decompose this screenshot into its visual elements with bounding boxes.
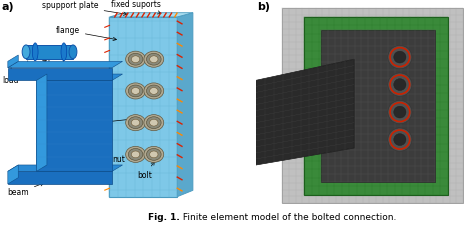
Circle shape <box>144 51 164 67</box>
Circle shape <box>394 106 406 118</box>
Circle shape <box>394 51 406 63</box>
Polygon shape <box>177 13 193 197</box>
Polygon shape <box>8 55 18 68</box>
Polygon shape <box>36 74 47 171</box>
Circle shape <box>128 117 143 129</box>
Text: prestress load: prestress load <box>10 60 65 69</box>
Circle shape <box>388 101 412 124</box>
Circle shape <box>131 56 140 63</box>
Polygon shape <box>8 165 122 171</box>
Circle shape <box>126 83 146 99</box>
Text: load: load <box>3 76 19 85</box>
Circle shape <box>150 151 158 158</box>
Polygon shape <box>109 17 177 197</box>
Text: a): a) <box>1 2 14 12</box>
Circle shape <box>394 79 406 90</box>
Text: Fig. 1.: Fig. 1. <box>148 213 180 222</box>
Ellipse shape <box>32 43 38 61</box>
Circle shape <box>126 51 146 67</box>
Text: b): b) <box>257 2 270 12</box>
Text: beam: beam <box>8 183 44 197</box>
Bar <box>26 45 73 59</box>
Circle shape <box>128 53 143 65</box>
Bar <box>304 17 448 195</box>
Text: nut: nut <box>112 151 141 164</box>
Circle shape <box>131 119 140 126</box>
Circle shape <box>146 149 161 160</box>
Polygon shape <box>8 171 112 184</box>
Circle shape <box>144 146 164 162</box>
Text: bolt: bolt <box>137 161 155 180</box>
Circle shape <box>144 115 164 131</box>
Circle shape <box>131 88 140 94</box>
Circle shape <box>131 151 140 158</box>
Polygon shape <box>8 68 112 80</box>
Polygon shape <box>256 59 354 165</box>
Circle shape <box>146 85 161 97</box>
Circle shape <box>126 115 146 131</box>
Text: spupport plate: spupport plate <box>42 1 127 15</box>
Circle shape <box>150 119 158 126</box>
Polygon shape <box>8 165 18 184</box>
Ellipse shape <box>22 45 30 59</box>
Circle shape <box>388 46 412 69</box>
Polygon shape <box>36 74 122 80</box>
Polygon shape <box>8 61 122 68</box>
Polygon shape <box>282 8 463 203</box>
Text: flange: flange <box>56 26 117 41</box>
Circle shape <box>388 128 412 151</box>
Circle shape <box>126 146 146 162</box>
Circle shape <box>146 53 161 65</box>
Ellipse shape <box>61 43 67 61</box>
Circle shape <box>388 73 412 96</box>
Circle shape <box>146 117 161 129</box>
Circle shape <box>150 88 158 94</box>
Bar <box>321 30 435 182</box>
Ellipse shape <box>69 45 77 59</box>
Circle shape <box>394 134 406 145</box>
Text: Finite element model of the bolted connection.: Finite element model of the bolted conne… <box>180 213 396 222</box>
Polygon shape <box>109 13 193 17</box>
Circle shape <box>128 85 143 97</box>
Circle shape <box>144 83 164 99</box>
Circle shape <box>150 56 158 63</box>
Circle shape <box>128 149 143 160</box>
Text: washer: washer <box>75 118 135 128</box>
Polygon shape <box>36 80 112 171</box>
Text: fixed suports: fixed suports <box>110 0 161 14</box>
